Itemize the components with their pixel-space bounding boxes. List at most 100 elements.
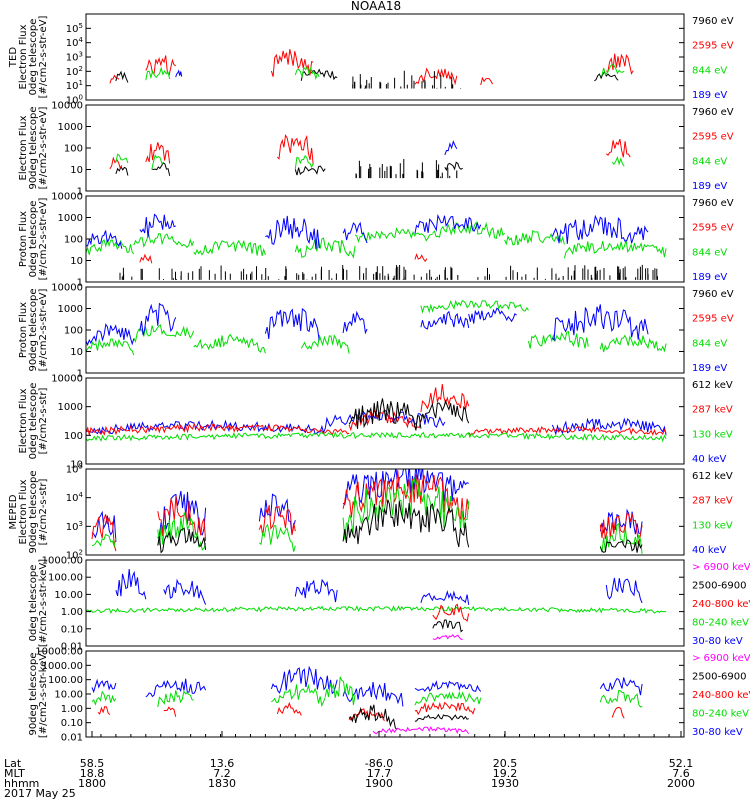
panel-8: 0.01 0.10 1.00 10.00 100.00 1000.00 10000.0090… xyxy=(28,647,750,744)
y-tick-label: 1.00 xyxy=(61,704,83,715)
trace-red-0 xyxy=(109,156,123,170)
y-tick-label: 0.10 xyxy=(61,718,83,729)
panel-frame xyxy=(85,377,685,465)
legend-entry: 130 keV xyxy=(692,429,733,440)
y-tick-label: 10000 xyxy=(51,283,83,294)
panel-data xyxy=(109,134,631,179)
trace-blue-2 xyxy=(551,417,667,436)
y-axis-label: [#/cm2-s-str-eV] xyxy=(38,198,49,281)
trace-blue-2 xyxy=(264,308,320,341)
chart-title: NOAA18 xyxy=(351,0,401,13)
y-tick-label: 10 xyxy=(70,165,83,176)
legend-entry: 80-240 keV xyxy=(692,709,749,720)
trace-green-0 xyxy=(115,153,129,164)
trace-red-5 xyxy=(606,53,634,75)
trace-black-1 xyxy=(414,713,469,722)
legend-entry: 7960 eV xyxy=(692,16,734,27)
panel-frame xyxy=(85,286,685,374)
trace-blue-2 xyxy=(294,578,338,603)
y-tick-label: 10.00 xyxy=(54,590,83,601)
trace-blue-1 xyxy=(157,490,207,539)
trace-green-1 xyxy=(294,65,320,80)
trace-green-6 xyxy=(599,334,667,353)
y-axis-label: Proton Flux xyxy=(18,302,29,358)
trace-magenta-0 xyxy=(372,725,470,735)
footer-row-label: hhmm xyxy=(4,777,39,790)
trace-black-0 xyxy=(432,619,464,633)
y-axis-label: [#/cm2-s-str] xyxy=(38,387,49,454)
y-tick-label: 103 xyxy=(66,520,83,533)
trace-blue-6 xyxy=(551,304,649,342)
legend-entry: 30-80 keV xyxy=(692,636,743,647)
panel-frame xyxy=(85,195,685,283)
trace-blue-1 xyxy=(324,409,446,429)
trace-green-1 xyxy=(157,690,194,708)
legend-entry: 844 eV xyxy=(692,156,727,167)
trace-blue-1 xyxy=(139,302,177,336)
trace-blue-5 xyxy=(599,677,643,696)
trace-green-1 xyxy=(151,154,165,170)
y-axis-label: Electron Flux xyxy=(18,388,29,453)
trace-green-0 xyxy=(91,690,117,706)
panel-frame xyxy=(85,559,685,647)
trace-red-0 xyxy=(109,74,120,84)
y-tick-label: 10 xyxy=(70,256,83,267)
trace-green-0 xyxy=(86,431,667,443)
trace-blue-4 xyxy=(414,213,482,234)
y-axis-label: Proton Flux xyxy=(18,211,29,267)
legend-entry: > 6900 keV xyxy=(692,653,750,664)
trace-black-1 xyxy=(300,68,338,81)
trace-black-0 xyxy=(115,165,129,176)
x-tick-label: -86.0 xyxy=(365,757,393,770)
legend-entry: 40 keV xyxy=(692,454,726,465)
y-axis-label: 90deg telescope xyxy=(28,288,39,371)
legend-entry: 612 keV xyxy=(692,471,733,482)
y-tick-label: 10 xyxy=(70,460,83,471)
trace-blue-0 xyxy=(91,678,117,694)
y-tick-label: 1000 xyxy=(58,213,83,224)
trace-blue-0 xyxy=(444,140,458,156)
legend-entry: 2595 eV xyxy=(692,41,734,52)
x-tick-label: 20.5 xyxy=(493,757,518,770)
y-tick-label: 101 xyxy=(66,79,83,92)
trace-black-2 xyxy=(594,70,619,82)
trace-red-0 xyxy=(97,706,111,715)
panel-4: 1 10 100 1000 10000 Proton Flux 90deg telescop… xyxy=(18,283,734,380)
x-tick-label: 7.2 xyxy=(213,767,231,780)
x-tick-label: 1900 xyxy=(365,777,393,790)
x-tick-label: 7.6 xyxy=(672,767,690,780)
trace-red-3 xyxy=(468,426,667,436)
y-tick-label: 100.00 xyxy=(48,675,83,686)
trace-green-1 xyxy=(133,324,195,343)
legend-entry: 2595 eV xyxy=(692,132,734,143)
trace-blue-3 xyxy=(342,469,469,506)
panel-data xyxy=(91,665,643,735)
trace-green-0 xyxy=(86,338,135,356)
y-axis-label: Electron Flux xyxy=(18,24,29,89)
y-tick-label: 105 xyxy=(66,22,83,35)
trace-green-5 xyxy=(599,689,643,708)
trace-black-1 xyxy=(151,162,171,176)
trace-red-2 xyxy=(420,383,470,413)
trace-blue-2 xyxy=(270,665,338,695)
trace-blue-0 xyxy=(86,230,123,249)
trace-blue-1 xyxy=(163,578,207,605)
y-axis-label: [#/cm2-s-str] xyxy=(38,478,49,545)
trace-green-2 xyxy=(600,63,625,77)
trace-black-2 xyxy=(599,539,643,553)
legend-entry: 130 keV xyxy=(692,520,733,531)
y-tick-label: 1 xyxy=(77,369,83,380)
trace-green-4 xyxy=(420,299,529,314)
trace-black-0 xyxy=(157,527,207,554)
trace-green-2 xyxy=(271,683,326,708)
trace-black-0 xyxy=(348,704,398,730)
y-tick-label: 1000 xyxy=(58,304,83,315)
trace-magenta-0 xyxy=(432,633,463,640)
trace-blue-1 xyxy=(139,213,176,238)
trace-red-0 xyxy=(139,253,153,264)
y-axis-label: 0deg telescope xyxy=(28,19,39,96)
legend-entry: 189 eV xyxy=(692,272,727,283)
